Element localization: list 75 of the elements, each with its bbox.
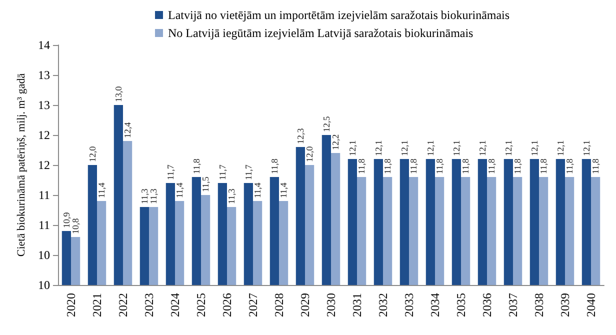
data-label: 12,5 (321, 116, 332, 132)
data-label: 12,0 (87, 146, 98, 162)
data-label: 11,8 (460, 158, 471, 174)
y-tick-label: 12 (38, 158, 50, 172)
data-label: 12,1 (503, 140, 514, 156)
x-tick-label: 2038 (532, 293, 546, 317)
y-tick-label: 12 (38, 128, 50, 142)
x-tick-label: 2036 (480, 293, 494, 317)
legend-label: Latvijā no vietējām un importētām izejvielām saražotais biokurināmais (168, 8, 510, 22)
x-tick-label: 2031 (350, 293, 364, 317)
data-label: 11,8 (564, 158, 575, 174)
data-label: 12,2 (330, 134, 341, 150)
data-label: 11,8 (269, 158, 280, 174)
x-tick-label: 2034 (428, 293, 442, 317)
y-tick-label: 14 (38, 38, 50, 52)
x-tick-label: 2023 (142, 293, 156, 317)
y-tick-label: 13 (38, 68, 50, 82)
data-label: 11,4 (174, 182, 185, 198)
data-label: 10,8 (70, 218, 81, 234)
data-label: 11,8 (434, 158, 445, 174)
x-tick-label: 2027 (246, 293, 260, 317)
x-tick-label: 2035 (454, 293, 468, 317)
data-label: 11,8 (356, 158, 367, 174)
data-label: 12,1 (555, 140, 566, 156)
y-tick-label: 10 (38, 248, 50, 262)
x-tick-label: 2026 (220, 293, 234, 317)
x-tick-label: 2037 (506, 293, 520, 317)
data-label: 11,3 (148, 188, 159, 204)
x-tick-label: 2032 (376, 293, 390, 317)
data-label: 12,1 (399, 140, 410, 156)
y-tick-label: 11 (38, 188, 50, 202)
data-label: 12,1 (425, 140, 436, 156)
x-tick-label: 2033 (402, 293, 416, 317)
x-tick-label: 2039 (558, 293, 572, 317)
data-label: 11,8 (590, 158, 601, 174)
data-label: 12,1 (373, 140, 384, 156)
legend-label: No Latvijā iegūtām izejvielām Latvijā saražotais biokurināmais (168, 26, 474, 40)
data-label: 12,3 (295, 128, 306, 144)
data-label: 11,7 (217, 164, 228, 180)
data-label: 12,1 (529, 140, 540, 156)
data-label: 11,3 (226, 188, 237, 204)
data-label: 11,4 (278, 182, 289, 198)
data-label: 10,9 (61, 212, 72, 228)
y-tick-label: 13 (38, 98, 50, 112)
data-label: 11,8 (512, 158, 523, 174)
data-label: 11,5 (200, 176, 211, 192)
data-label: 11,4 (252, 182, 263, 198)
data-label: 11,7 (243, 164, 254, 180)
data-label: 11,7 (165, 164, 176, 180)
data-label: 12,0 (304, 146, 315, 162)
x-tick-label: 2028 (272, 293, 286, 317)
data-label: 13,0 (113, 86, 124, 102)
y-tick-label: 10 (38, 278, 50, 292)
data-label: 11,4 (96, 182, 107, 198)
data-label: 12,1 (451, 140, 462, 156)
data-label: 12,1 (477, 140, 488, 156)
y-tick-label: 11 (38, 218, 50, 232)
x-tick-label: 2030 (324, 293, 338, 317)
y-axis-title: Cietā biokurināmā patēriņš, milj. m³ gadā (16, 73, 28, 257)
x-tick-label: 2022 (116, 293, 130, 317)
x-tick-label: 2029 (298, 293, 312, 317)
data-label: 11,8 (382, 158, 393, 174)
x-tick-label: 2025 (194, 293, 208, 317)
data-label: 12,4 (122, 122, 133, 138)
data-label: 11,8 (486, 158, 497, 174)
x-tick-label: 2021 (90, 293, 104, 317)
x-tick-label: 2040 (584, 293, 598, 317)
data-label: 11,8 (408, 158, 419, 174)
data-label: 11,8 (191, 158, 202, 174)
x-tick-label: 2020 (64, 293, 78, 317)
x-tick-label: 2024 (168, 293, 182, 317)
data-label: 11,8 (538, 158, 549, 174)
data-label: 12,1 (581, 140, 592, 156)
data-label: 11,3 (139, 188, 150, 204)
data-label: 12,1 (347, 140, 358, 156)
